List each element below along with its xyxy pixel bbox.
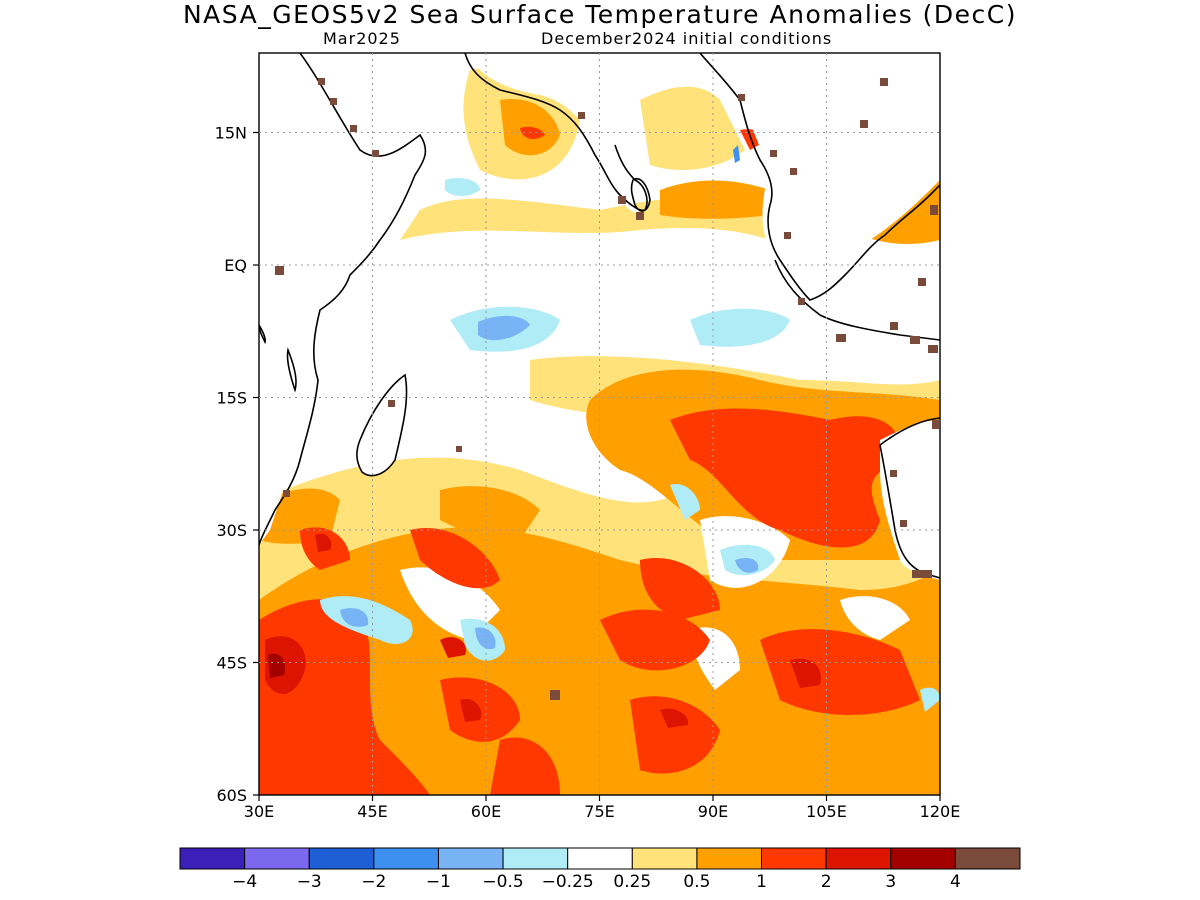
colorbar-swatch: [890, 847, 956, 870]
colorbar-label: 1: [756, 872, 767, 892]
anomaly-red-southeast: [670, 408, 900, 548]
lat-tick-label: 15S: [216, 389, 247, 408]
anomaly-orange-mid: [440, 486, 540, 541]
lat-tick-label: EQ: [224, 256, 247, 275]
colorbar-label: −0.5: [482, 872, 523, 892]
colorbar-swatch: [179, 847, 246, 870]
anomaly-blue-south-3: [735, 558, 759, 573]
latitude-axis: 15N EQ 15S 30S 45S 60S: [215, 124, 259, 805]
anomaly-darkred-6: [315, 533, 332, 552]
lon-tick-label: 105E: [806, 802, 847, 821]
lon-tick-label: 30E: [244, 802, 274, 821]
southeast-asia-landmass: [700, 53, 940, 300]
colorbar-swatch: [825, 847, 892, 870]
neutral-patch-4: [840, 596, 910, 640]
anomaly-cool-mid: [670, 484, 700, 520]
colorbar-label: −3: [297, 872, 322, 892]
anomaly-darkred-2: [790, 658, 821, 688]
lat-tick-label: 45S: [216, 654, 247, 673]
map-title: NASA_GEOS5v2 Sea Surface Temperature Ano…: [182, 0, 1018, 29]
lon-tick-label: 75E: [584, 802, 614, 821]
anomaly-red-arabian: [520, 126, 545, 140]
colorbar: −4 −3 −2 −1 −0.5 −0.25 0.25 0.5 1 2 3 4: [179, 847, 1021, 892]
anomaly-deepred: [268, 653, 286, 678]
colorbar-swatch: [696, 847, 763, 870]
lon-tick-label: 60E: [471, 802, 501, 821]
colorbar-label: −4: [232, 872, 257, 892]
colorbar-swatch: [244, 847, 310, 870]
anomaly-red-mid-small: [410, 528, 500, 589]
warm-anomaly-bay-of-bengal: [640, 86, 745, 170]
anomaly-red-south-4: [630, 696, 720, 774]
anomaly-cool-east: [690, 308, 790, 347]
anomaly-orange-bay: [660, 180, 770, 219]
anomaly-red-south-6: [640, 558, 720, 620]
lon-tick-label: 120E: [920, 802, 961, 821]
lon-tick-label: 45E: [357, 802, 387, 821]
anomaly-cool-arabian: [445, 178, 480, 196]
colorbar-label: −1: [426, 872, 451, 892]
lat-tick-label: 15N: [215, 124, 247, 143]
lon-tick-label: 90E: [698, 802, 728, 821]
colorbar-swatch: [437, 847, 504, 870]
colorbar-swatch: [502, 847, 569, 870]
anomaly-blue-central: [478, 315, 530, 341]
anomaly-field: [259, 53, 940, 795]
colorbar-label: 4: [950, 872, 961, 892]
colorbar-swatch: [308, 847, 375, 870]
colorbar-swatch: [567, 847, 633, 870]
longitude-axis: 30E 45E 60E 75E 90E 105E 120E: [244, 795, 961, 821]
anomaly-darkred-3: [660, 708, 689, 728]
anomaly-darkred-4: [460, 699, 482, 722]
anomaly-blue-bay: [733, 145, 740, 163]
colorbar-label: 0.5: [683, 872, 710, 892]
coastal-masked-cells: [275, 78, 939, 700]
anomaly-darkred-5: [440, 637, 466, 658]
anomaly-red-south-5: [490, 737, 560, 795]
colorbar-label: −2: [361, 872, 386, 892]
lat-tick-label: 30S: [216, 521, 247, 540]
africa-landmass: [259, 53, 440, 545]
graticule: [259, 53, 940, 795]
colorbar-swatch: [631, 847, 698, 870]
anomaly-red-south-2: [600, 609, 710, 671]
colorbar-label: 0.25: [613, 872, 651, 892]
anomaly-cool-southeast: [920, 687, 940, 712]
lat-tick-label: 60S: [216, 786, 247, 805]
colorbar-swatch: [761, 847, 827, 870]
colorbar-swatch: [954, 847, 1021, 870]
colorbar-label: −0.25: [542, 872, 594, 892]
initial-conditions-label: December2024 initial conditions: [541, 29, 833, 48]
anomaly-blue-south-2: [475, 627, 496, 650]
forecast-month: Mar2025: [323, 29, 401, 48]
australia-landmass: [880, 420, 940, 580]
colorbar-label: 3: [885, 872, 896, 892]
anomaly-darkred-1: [265, 636, 306, 694]
colorbar-label: 2: [821, 872, 832, 892]
anomaly-red-south-3: [760, 629, 920, 715]
anomaly-blue-south-1: [340, 608, 369, 627]
colorbar-swatch: [373, 847, 439, 870]
